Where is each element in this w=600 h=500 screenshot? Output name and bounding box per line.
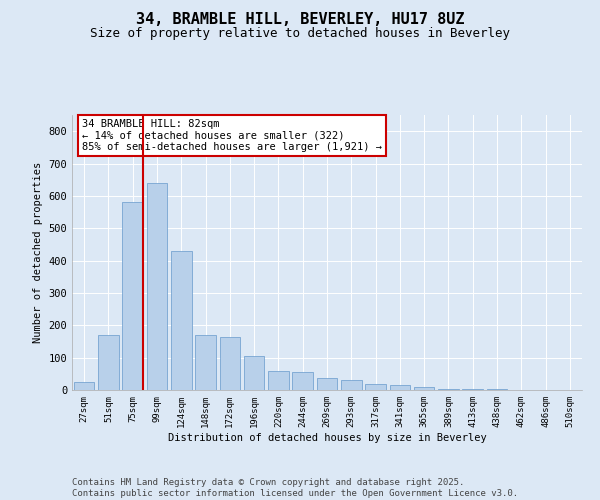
Bar (438, 388, 459, 390)
Text: Contains HM Land Registry data © Crown copyright and database right 2025.
Contai: Contains HM Land Registry data © Crown c… (72, 478, 518, 498)
Bar (463, 388, 483, 390)
Bar (487, 388, 508, 390)
Text: Size of property relative to detached houses in Beverley: Size of property relative to detached ho… (90, 28, 510, 40)
Bar (122, 202, 143, 390)
X-axis label: Distribution of detached houses by size in Beverley: Distribution of detached houses by size … (167, 432, 487, 442)
Bar (146, 183, 167, 390)
Bar (341, 380, 362, 390)
Text: 34, BRAMBLE HILL, BEVERLEY, HU17 8UZ: 34, BRAMBLE HILL, BEVERLEY, HU17 8UZ (136, 12, 464, 28)
Bar (171, 251, 191, 390)
Bar (98, 335, 119, 390)
Bar (292, 372, 313, 390)
Bar (365, 384, 386, 390)
Bar (220, 336, 240, 390)
Bar (244, 356, 265, 390)
Bar (195, 335, 216, 390)
Bar (389, 385, 410, 390)
Y-axis label: Number of detached properties: Number of detached properties (33, 162, 43, 343)
Bar (414, 388, 434, 390)
Bar (74, 382, 94, 390)
Bar (317, 378, 337, 390)
Text: 34 BRAMBLE HILL: 82sqm
← 14% of detached houses are smaller (322)
85% of semi-de: 34 BRAMBLE HILL: 82sqm ← 14% of detached… (82, 119, 382, 152)
Bar (268, 370, 289, 390)
